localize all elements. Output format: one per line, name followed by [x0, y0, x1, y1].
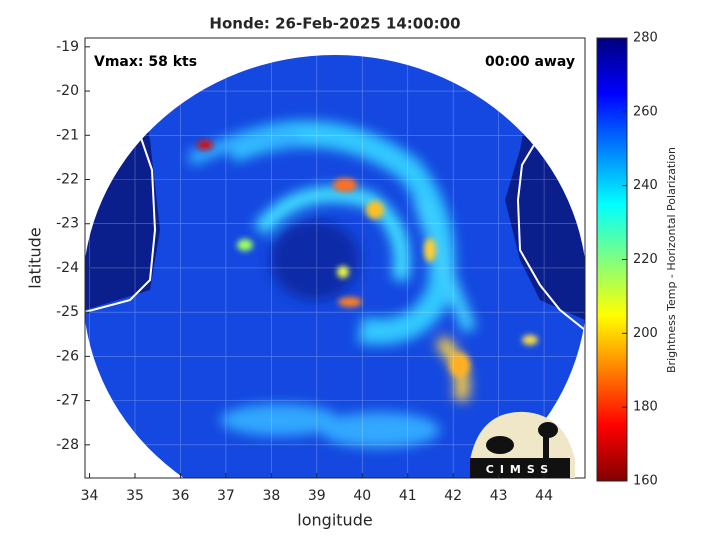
y-tick-label: -26	[56, 348, 79, 364]
y-tick-label: -20	[56, 83, 79, 99]
x-tick-label: 36	[172, 488, 190, 504]
y-tick-label: -23	[56, 216, 79, 232]
y-tick-label: -27	[56, 393, 79, 409]
logo: CIMSS	[470, 411, 575, 478]
y-tick-label: -19	[56, 39, 79, 55]
plot-frame	[84, 37, 586, 479]
y-tick-label: -24	[56, 260, 79, 276]
colorbar-tick-label: 280	[633, 31, 658, 46]
x-tick-label: 43	[490, 488, 508, 504]
x-tick-label: 35	[126, 488, 144, 504]
x-tick-label: 41	[399, 488, 417, 504]
x-axis-label: longitude	[297, 511, 372, 530]
x-tick-label: 42	[444, 488, 462, 504]
y-tick-label: -25	[56, 304, 79, 320]
x-tick-label: 44	[535, 488, 553, 504]
logo-text: CIMSS	[486, 463, 554, 476]
colorbar-tick-label: 200	[633, 326, 658, 341]
x-tick-label: 34	[81, 488, 99, 504]
x-tick-label: 38	[262, 488, 280, 504]
x-tick-label: 39	[308, 488, 326, 504]
chart-title: Honde: 26-Feb-2025 14:00:00	[209, 15, 460, 33]
annotation: 00:00 away	[485, 54, 575, 70]
imagery	[85, 38, 585, 478]
y-axis-label: latitude	[26, 227, 45, 288]
annotation: Vmax: 58 kts	[94, 54, 197, 70]
colorbar-tick-label: 220	[633, 252, 658, 267]
colorbar-label: Brightness Temp - Horizontal Polarizatio…	[665, 147, 678, 373]
x-tick-label: 37	[217, 488, 235, 504]
colorbar-tick-label: 160	[633, 474, 658, 489]
grid	[85, 38, 585, 478]
colorbar-tick-label: 240	[633, 178, 658, 193]
colorbar-tick-label: 260	[633, 104, 658, 119]
x-tick-label: 40	[353, 488, 371, 504]
y-tick-label: -21	[56, 127, 79, 143]
y-tick-label: -28	[56, 437, 79, 453]
colorbar-tick-label: 180	[633, 400, 658, 415]
y-tick-label: -22	[56, 172, 79, 188]
